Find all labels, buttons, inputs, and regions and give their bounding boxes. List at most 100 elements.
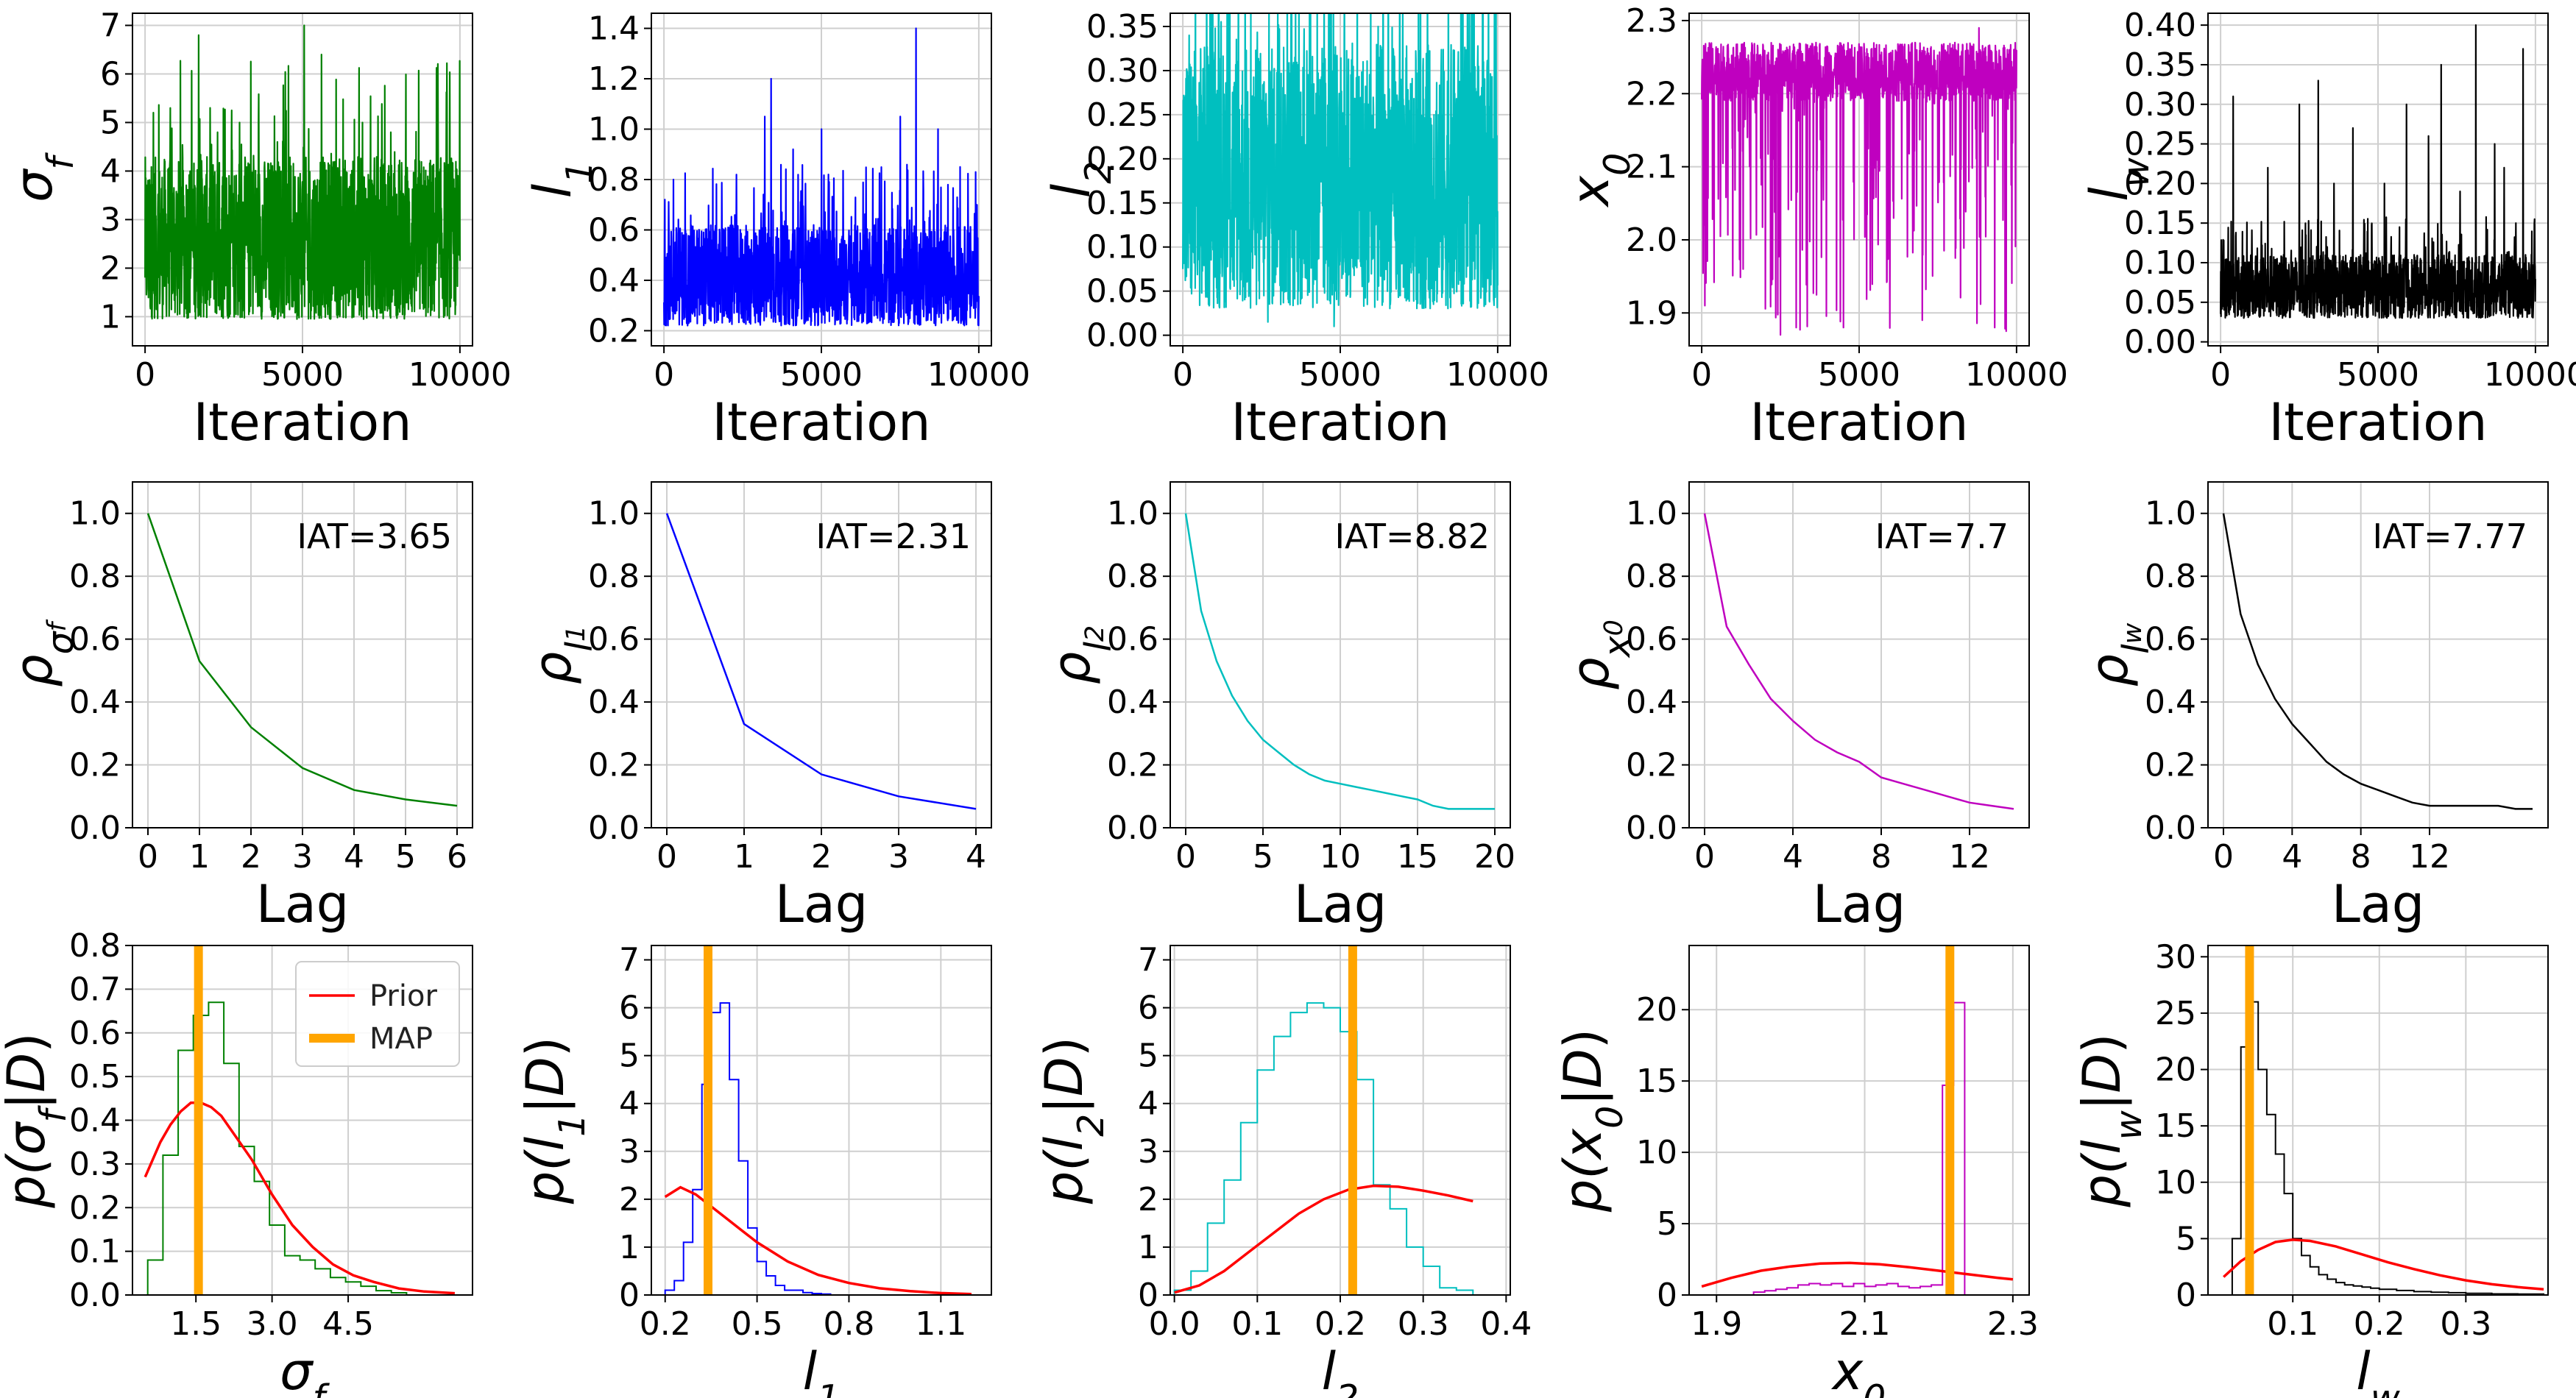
x-tick-label: 12 xyxy=(1949,838,1990,876)
grid xyxy=(1689,482,2029,828)
x-tick-label: 10000 xyxy=(1446,356,1549,394)
y-axis-label: p(l2|D) xyxy=(1034,1037,1112,1204)
iat-annotation: IAT=2.31 xyxy=(815,517,971,556)
y-tick-label: 6 xyxy=(1138,990,1158,1027)
x-tick-label: 0 xyxy=(1694,838,1715,876)
prior-curve xyxy=(144,1101,455,1295)
iat-annotation: IAT=8.82 xyxy=(1334,517,1490,556)
y-axis-label-part: ρ xyxy=(1560,657,1621,689)
y-axis-label-part: 2 xyxy=(1078,161,1119,184)
posterior-histogram xyxy=(1173,1002,1474,1295)
legend-prior-label: Prior xyxy=(369,979,437,1013)
y-axis-label-part: l xyxy=(515,1136,576,1151)
x-tick-label: 12 xyxy=(2409,838,2450,876)
y-tick-label: 0.2 xyxy=(588,747,640,784)
y-axis-label-part: p( xyxy=(2072,1152,2132,1207)
grid xyxy=(2208,482,2548,828)
y-tick-label: 3 xyxy=(100,201,121,238)
prior-curve xyxy=(1174,1184,1473,1294)
y-axis-label-part: l xyxy=(1041,183,1102,198)
x-tick-label: 0 xyxy=(1175,838,1196,876)
y-axis-label-part: D xyxy=(1034,1057,1094,1096)
plot-area xyxy=(2223,945,2545,1295)
x-tick-label: 1 xyxy=(189,838,210,876)
y-axis-label-part: ρ xyxy=(523,652,583,684)
x-axis-label: l2 xyxy=(1322,1341,1359,1398)
y-axis-label-part: D xyxy=(515,1057,576,1096)
axes-frame xyxy=(2207,945,2549,1296)
y-tick-label: 6 xyxy=(100,55,121,93)
x-tick-label: 0.0 xyxy=(1149,1305,1200,1343)
prior-curve xyxy=(2223,1238,2544,1291)
y-tick-label: 0.6 xyxy=(1626,621,1677,659)
y-axis-label-part: x xyxy=(1560,175,1621,207)
y-tick-label: 0.8 xyxy=(1107,558,1158,595)
y-tick-label: 10 xyxy=(1636,1134,1677,1171)
x-tick-label: 1 xyxy=(734,838,754,876)
y-axis-label-part: ρ xyxy=(2079,654,2140,686)
y-axis-label-part: D xyxy=(0,1053,57,1093)
y-tick-label: 0.4 xyxy=(69,684,121,721)
x-axis-label-part: l xyxy=(2356,1341,2371,1398)
y-axis-label-part: l xyxy=(1078,642,1119,652)
y-axis-label-part: x xyxy=(1553,1128,1613,1160)
x-tick-label: 10000 xyxy=(1965,356,2068,394)
y-axis-label-part: l xyxy=(559,642,601,652)
iat-annotation: IAT=3.65 xyxy=(297,517,452,556)
y-tick-label: 0.10 xyxy=(2124,244,2196,282)
y-axis-label-part: l xyxy=(523,183,583,198)
y-tick-label: 0.05 xyxy=(2124,284,2196,322)
y-tick-label: 10 xyxy=(2155,1164,2196,1202)
y-axis-label-part: 1 xyxy=(559,161,601,184)
legend-map-label: MAP xyxy=(369,1022,433,1056)
x-tick-label: 2.3 xyxy=(1987,1305,2039,1343)
y-tick-label: 0.2 xyxy=(1626,747,1677,784)
x-tick-label: 0.5 xyxy=(732,1305,783,1343)
y-axis-label-part: 1 xyxy=(551,1114,593,1137)
x-tick-label: 2.1 xyxy=(1839,1305,1891,1343)
trace-series xyxy=(663,27,980,327)
x-axis-label-part: x xyxy=(1831,1341,1864,1398)
trace-series xyxy=(144,24,461,320)
y-tick-label: 0.8 xyxy=(69,558,121,595)
y-axis-label-part: ) xyxy=(515,1037,576,1057)
grid xyxy=(651,482,991,828)
y-axis-label-part: 0 xyxy=(1599,620,1629,636)
plot-area xyxy=(146,513,458,807)
y-tick-label: 0.25 xyxy=(1086,96,1158,134)
y-tick-label: 0.4 xyxy=(588,262,640,299)
y-axis-label-part: D xyxy=(2072,1054,2132,1093)
y-tick-label: 0.05 xyxy=(1086,273,1158,311)
y-tick-label: 0.15 xyxy=(1086,185,1158,222)
y-axis-label-part: l xyxy=(1034,1136,1094,1151)
y-tick-label: 0.35 xyxy=(2124,46,2196,84)
y-tick-label: 0.20 xyxy=(2124,165,2196,202)
y-tick-label: 3 xyxy=(1138,1133,1158,1171)
y-tick-label: 2 xyxy=(1138,1181,1158,1218)
y-tick-label: 1.0 xyxy=(69,495,121,533)
iat-annotation: IAT=7.77 xyxy=(2372,517,2527,556)
y-tick-label: 15 xyxy=(2155,1107,2196,1145)
y-tick-label: 0.30 xyxy=(2124,86,2196,124)
x-tick-label: 10000 xyxy=(408,356,512,394)
x-axis-label: l1 xyxy=(803,1341,841,1398)
y-axis-label-part: | xyxy=(0,1093,57,1110)
y-axis-label-part: σ xyxy=(40,630,82,654)
y-axis-label: ρlw xyxy=(2079,622,2157,686)
y-tick-label: 2.1 xyxy=(1626,149,1677,186)
x-axis-label: Lag xyxy=(256,874,349,934)
y-axis-label-part: | xyxy=(515,1096,576,1114)
x-tick-label: 0.3 xyxy=(1398,1305,1449,1343)
x-tick-label: 2 xyxy=(811,838,832,876)
y-axis-label: lw xyxy=(2079,157,2157,201)
acf-series xyxy=(665,513,977,810)
plot-area xyxy=(2220,24,2536,319)
x-axis-label: Iteration xyxy=(1231,392,1450,453)
y-tick-label: 2 xyxy=(619,1181,640,1218)
y-axis-label: l1 xyxy=(523,161,601,199)
acf-series xyxy=(1703,513,2014,810)
x-axis-label-part: l xyxy=(803,1341,818,1398)
y-axis-label-part: l xyxy=(2079,187,2140,202)
